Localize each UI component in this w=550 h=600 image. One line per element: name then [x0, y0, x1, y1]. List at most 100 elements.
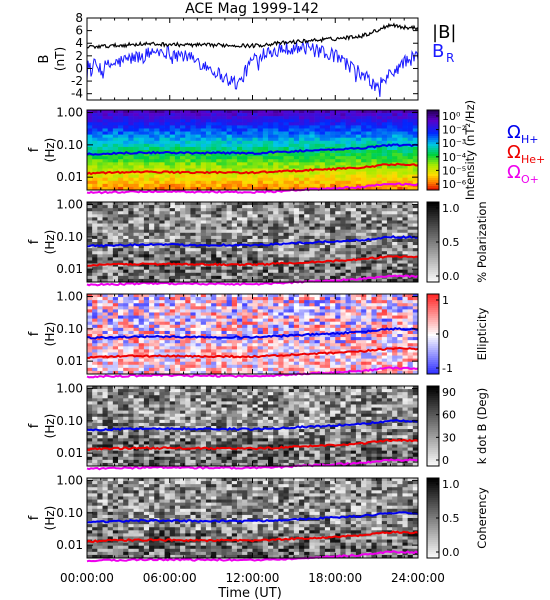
spectrogram-cell [366, 134, 372, 138]
spectrogram-cell [299, 208, 305, 212]
spectrogram-cell [236, 312, 243, 316]
spectrogram-cell [402, 110, 408, 114]
spectrogram-cell [268, 202, 274, 206]
spectrogram-cell [231, 324, 238, 329]
spectrogram-cell [128, 162, 134, 166]
spectrogram-cell [283, 300, 289, 304]
spectrogram-cell [118, 297, 124, 301]
spectrogram-cell [231, 128, 238, 132]
spectrogram-cell [180, 232, 186, 237]
spectrogram-cell [169, 137, 176, 142]
spectrogram-cell [293, 177, 300, 182]
spectrogram-cell [288, 370, 295, 375]
spectrogram-cell [392, 202, 398, 206]
spectrogram-cell [345, 272, 352, 277]
spectrogram-cell [195, 122, 202, 126]
spectrogram-cell [112, 327, 119, 332]
spectrogram-cell [149, 306, 155, 310]
spectrogram-cell [154, 113, 160, 117]
spectrogram-cell [314, 214, 321, 218]
spectrogram-cell [200, 162, 207, 166]
spectrogram-cell [112, 315, 119, 319]
spectrogram-cell [112, 116, 119, 120]
spectrogram-cell [340, 306, 346, 310]
spectrogram-cell [112, 358, 119, 362]
spectrogram-cell [412, 217, 419, 221]
spectrogram-cell [366, 229, 372, 234]
spectrogram-cell [200, 306, 207, 310]
spectrogram-cell [412, 205, 419, 209]
spectrogram-cell [236, 186, 243, 191]
spectrogram-cell [107, 180, 114, 185]
spectrogram-cell [211, 349, 217, 353]
spectrogram-cell [278, 340, 284, 344]
spectrogram-cell [149, 235, 155, 240]
spectrogram-cell [112, 162, 119, 166]
spectrogram-cell [345, 303, 352, 307]
spectrogram-cell [309, 162, 315, 166]
spectrogram-cell [350, 229, 357, 234]
spectrogram-cell [288, 146, 295, 151]
spectrogram-cell [164, 254, 171, 258]
spectrogram-cell [128, 278, 134, 283]
spectrogram-cell [262, 125, 269, 129]
spectrogram-cell [102, 183, 108, 188]
spectrogram-cell [185, 364, 191, 369]
spectrogram-cell [288, 324, 295, 329]
spectrogram-cell [195, 318, 202, 322]
spectrogram-cell [195, 364, 202, 369]
spectrogram-cell [350, 269, 357, 274]
spectrogram-cell [185, 275, 191, 280]
spectrogram-cell [268, 214, 274, 218]
spectrogram-cell [190, 260, 196, 264]
spectrogram-cell [273, 168, 279, 172]
spectrogram-cell [118, 349, 124, 353]
spectrogram-cell [309, 358, 315, 362]
spectrogram-cell [288, 235, 295, 240]
spectrogram-cell [314, 340, 321, 344]
spectrogram-cell [335, 137, 341, 142]
spectrogram-cell [324, 165, 331, 169]
spectrogram-cell [112, 361, 119, 366]
spectrogram-cell [268, 315, 274, 319]
spectrogram-cell [236, 248, 243, 252]
spectrogram-cell [278, 245, 284, 249]
spectrogram-cell [278, 134, 284, 138]
spectrogram-cell [180, 128, 186, 132]
spectrogram-cell [143, 340, 150, 344]
spectrogram-cell [169, 205, 176, 209]
spectrogram-cell [236, 358, 243, 362]
spectrogram-cell [412, 128, 419, 132]
spectrogram-cell [257, 143, 264, 148]
spectrogram-cell [200, 131, 207, 135]
spectrogram-cell [133, 358, 140, 362]
spectrogram-cell [397, 275, 403, 280]
spectrogram-cell [180, 272, 186, 277]
spectrogram-cell [211, 312, 217, 316]
spectrogram-cell [242, 180, 248, 185]
spectrogram-cell [123, 248, 129, 252]
spectrogram-cell [195, 349, 202, 353]
spectrogram-cell [386, 134, 393, 138]
spectrogram-cell [97, 223, 103, 227]
spectrogram-cell [143, 370, 150, 375]
spectrogram-cell [278, 318, 284, 322]
spectrogram-cell [288, 220, 295, 224]
spectrogram-cell [371, 134, 377, 138]
spectrogram-cell [190, 205, 196, 209]
spectrogram-cell [164, 266, 171, 270]
spectrogram-cell [314, 257, 321, 261]
spectrogram-cell [288, 364, 295, 369]
spectrogram-cell [257, 162, 264, 166]
spectrogram-cell [299, 263, 305, 267]
spectrogram-cell [195, 367, 202, 372]
spectrogram-cell [278, 217, 284, 221]
spectrogram-cell [174, 318, 181, 322]
spectrogram-cell [381, 217, 388, 221]
spectrogram-cell [231, 318, 238, 322]
spectrogram-cell [118, 352, 124, 356]
spectrogram-cell [221, 260, 227, 264]
spectrogram-cell [231, 208, 238, 212]
spectrogram-cell [319, 251, 326, 255]
spectrogram-cell [143, 131, 150, 135]
